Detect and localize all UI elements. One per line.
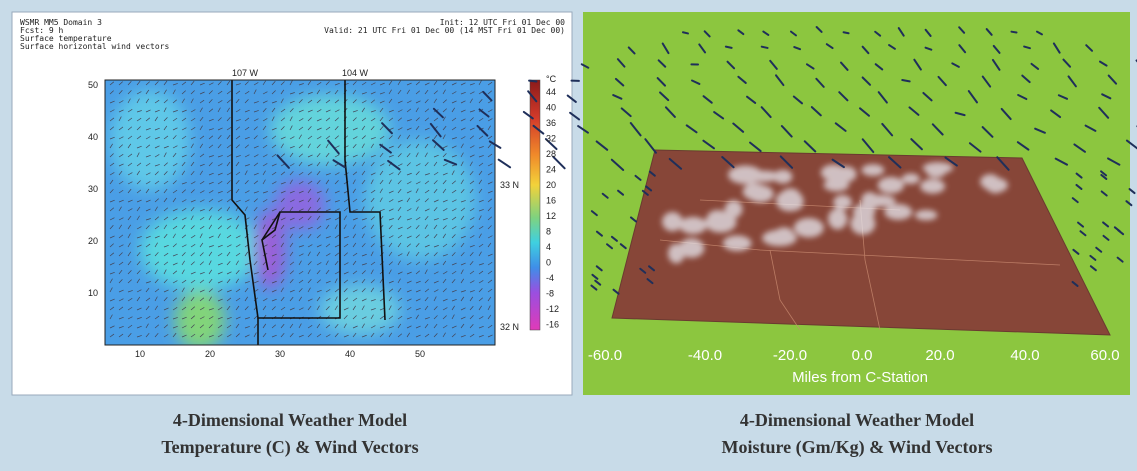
colorbar-label: 28 [546,149,556,159]
cloud [824,179,849,192]
colorbar-label: 4 [546,242,551,252]
wind-vector [762,47,768,48]
caption: Moisture (Gm/Kg) & Wind Vectors [722,437,993,458]
figure: WSMR MM5 Domain 3Fcst: 9 hSurface temper… [0,0,1137,471]
colorbar-unit: °C [546,74,557,84]
cloud [723,235,752,251]
lon-label: 107 W [232,68,259,78]
colorbar-label: 12 [546,211,556,221]
header-text: Surface horizontal wind vectors [20,42,169,51]
cloud [862,198,880,210]
cloud [915,210,938,221]
y-tick-label: 40 [88,132,98,142]
x-tick-label: 20.0 [925,347,954,364]
x-tick-label: -20.0 [773,347,807,364]
cloud [980,174,1000,189]
cloud [679,217,707,234]
x-tick-label: 30 [275,349,285,359]
colorbar-label: 32 [546,134,556,144]
wind-vector [902,80,909,81]
colorbar-label: -12 [546,304,559,314]
lat-label: 32 N [500,322,519,332]
temperature-field [105,80,495,350]
wind-vector [844,32,849,33]
colorbar-label: -8 [546,289,554,299]
cloud [923,162,953,173]
colorbar-label: 40 [546,103,556,113]
caption: Temperature (C) & Wind Vectors [161,437,418,458]
colorbar-label: 20 [546,180,556,190]
colorbar-label: 36 [546,118,556,128]
cloud [662,212,683,231]
x-tick-label: 10 [135,349,145,359]
cloud [775,227,792,237]
colorbar-label: 8 [546,227,551,237]
y-tick-label: 50 [88,80,98,90]
x-tick-label: 40 [345,349,355,359]
cloud [773,170,792,184]
x-axis-title: Miles from C-Station [792,369,928,386]
lon-label: 104 W [342,68,369,78]
x-tick-label: 20 [205,349,215,359]
colorbar-label: 0 [546,258,551,268]
wind-vector [726,47,732,48]
cloud [861,164,884,176]
y-tick-label: 30 [88,184,98,194]
colorbar-label: 44 [546,87,556,97]
cloud [776,190,804,212]
colorbar-label: -16 [546,320,559,330]
header-text: Valid: 21 UTC Fri 01 Dec 00 (14 MST Fri … [324,26,565,35]
wind-vector [529,81,536,82]
y-tick-label: 20 [88,236,98,246]
x-tick-label: 60.0 [1090,347,1119,364]
cloud [902,173,920,184]
x-tick-label: 50 [415,349,425,359]
y-tick-label: 10 [88,288,98,298]
colorbar-label: 16 [546,196,556,206]
cloud [878,177,904,194]
cloud [833,195,852,210]
wind-vector [683,32,688,33]
cloud [679,238,705,258]
lat-label: 33 N [500,180,519,190]
caption: 4-Dimensional Weather Model [173,410,407,430]
x-tick-label: -60.0 [588,347,622,364]
x-tick-label: 40.0 [1010,347,1039,364]
cloud [850,213,875,235]
cloud [920,179,945,194]
x-tick-label: -40.0 [688,347,722,364]
cloud [828,208,847,229]
wind-vector [1011,32,1016,33]
cloud [794,218,824,237]
cloud [707,210,729,225]
colorbar-label: -4 [546,273,554,283]
caption: 4-Dimensional Weather Model [740,410,974,430]
x-tick-label: 0.0 [852,347,873,364]
cloud [747,185,774,202]
cloud [728,166,762,185]
wind-vector [1130,189,1135,193]
cloud [884,204,912,220]
colorbar-label: 24 [546,165,556,175]
